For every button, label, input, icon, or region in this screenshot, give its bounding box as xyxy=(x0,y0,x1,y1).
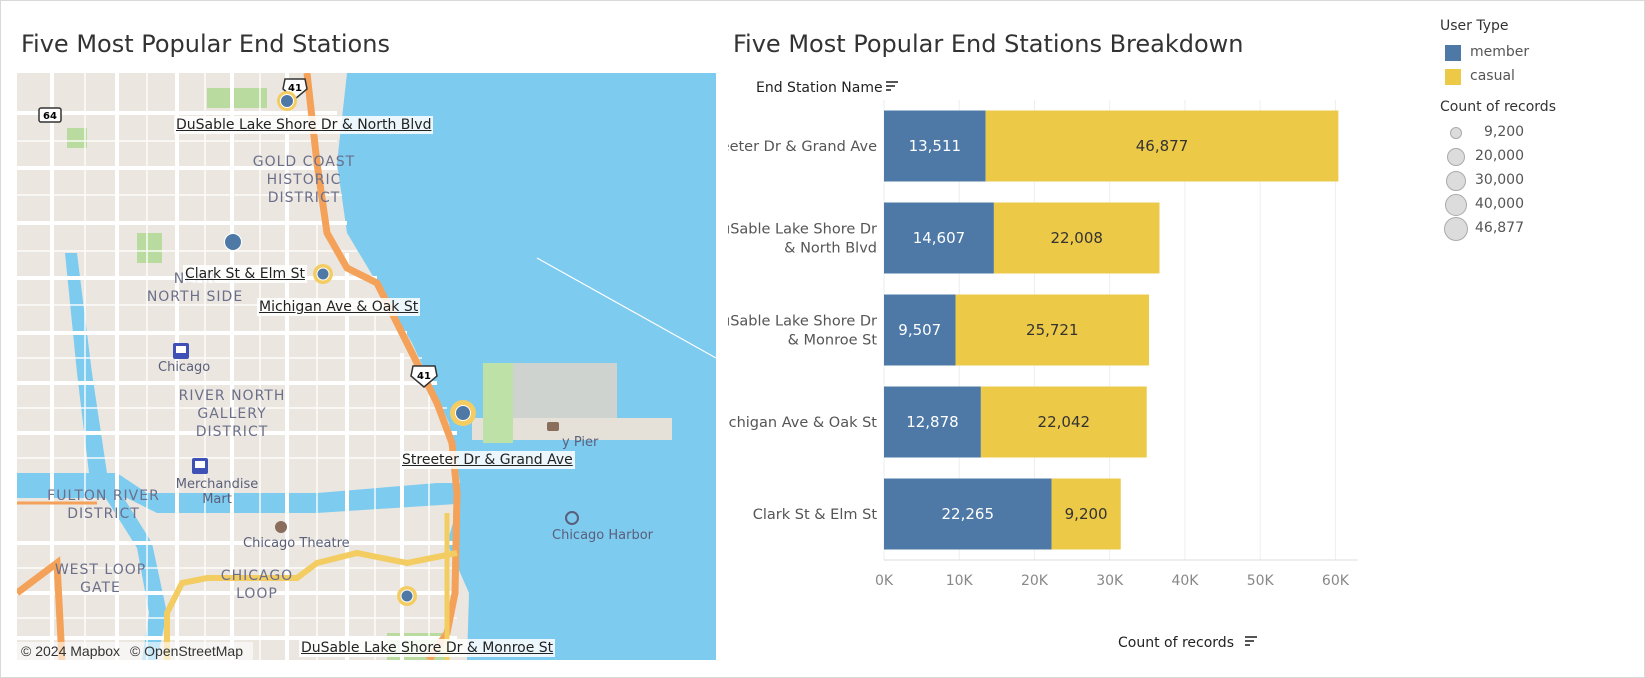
mapbox-attribution[interactable]: © 2024 Mapbox xyxy=(21,643,121,659)
station-map[interactable]: 41 41 64 xyxy=(17,73,716,660)
bar-value-label: 13,511 xyxy=(909,137,962,155)
category-label[interactable]: DuSable Lake Shore Dr& Monroe St xyxy=(728,314,877,349)
sort-icon[interactable] xyxy=(886,81,898,91)
bar-value-label: 25,721 xyxy=(1026,321,1079,339)
bar-value-label: 46,877 xyxy=(1136,137,1189,155)
chart-canvas: 13,511 46,877 Streeter Dr & Grand Ave 14,60… xyxy=(728,80,1358,651)
size-circle-icon xyxy=(1446,171,1466,191)
bar-casual[interactable] xyxy=(955,294,1150,366)
size-circle-icon xyxy=(1445,194,1467,216)
bar-casual[interactable] xyxy=(993,202,1160,274)
station-marker-monroe[interactable] xyxy=(397,586,417,606)
station-label-streeter-grand[interactable]: Streeter Dr & Grand Ave xyxy=(400,451,575,469)
size-circle-icon xyxy=(1444,217,1468,241)
bar-value-label: 12,878 xyxy=(906,413,959,431)
legend-label-casual: casual xyxy=(1470,68,1515,84)
svg-text:64: 64 xyxy=(43,111,57,122)
x-tick-label: 10K xyxy=(946,573,974,589)
camera-icon xyxy=(547,422,559,431)
station-marker-michigan-oak[interactable] xyxy=(313,264,333,284)
district-gold-coast: GOLD COAST HISTORIC DISTRICT xyxy=(252,154,356,206)
bar-member[interactable] xyxy=(884,294,956,366)
station-marker-clark-elm[interactable] xyxy=(224,233,242,251)
x-tick-label: 40K xyxy=(1171,573,1199,589)
bar-member[interactable] xyxy=(884,478,1052,550)
legend-user-type-title: User Type xyxy=(1440,18,1509,34)
train-station-icon xyxy=(192,458,208,474)
legend-size-label: 46,877 xyxy=(1475,220,1524,236)
svg-text:41: 41 xyxy=(288,83,302,94)
poi-merchandise-mart: Merchandise Mart xyxy=(175,477,259,507)
route-64-shield: 64 xyxy=(38,107,62,123)
size-circle-icon xyxy=(1450,127,1462,139)
category-label[interactable]: Clark St & Elm St xyxy=(753,507,878,523)
map-basemap: 41 41 64 xyxy=(17,73,716,660)
legend-label-member: member xyxy=(1470,44,1530,60)
category-label[interactable]: Streeter Dr & Grand Ave xyxy=(728,139,877,155)
category-label[interactable]: Michigan Ave & Oak St xyxy=(728,415,877,431)
poi-chicago-station: Chicago xyxy=(158,360,211,375)
stacked-bar-chart: 13,511 46,877 Streeter Dr & Grand Ave 14,60… xyxy=(728,75,1438,665)
bar-value-label: 22,008 xyxy=(1050,229,1103,247)
bar-value-label: 9,200 xyxy=(1065,505,1108,523)
map-title: Five Most Popular End Stations xyxy=(21,30,390,58)
x-tick-label: 50K xyxy=(1247,573,1275,589)
district-chicago-loop: CHICAGO LOOP xyxy=(220,568,294,602)
bar-member[interactable] xyxy=(884,202,994,274)
x-tick-label: 0K xyxy=(875,573,894,589)
theatre-icon xyxy=(275,521,287,533)
poi-chicago-harbor: Chicago Harbor xyxy=(552,528,654,543)
district-fulton-river: FULTON RIVER DISTRICT xyxy=(47,488,160,522)
legend-size-label: 9,200 xyxy=(1484,124,1525,140)
legend-size-label: 20,000 xyxy=(1475,148,1524,164)
sort-icon[interactable] xyxy=(1245,636,1257,646)
y-axis-title[interactable]: End Station Name xyxy=(756,80,883,96)
poi-navy-pier: y Pier xyxy=(562,435,599,450)
bar-casual[interactable] xyxy=(980,386,1147,458)
station-label-monroe[interactable]: DuSable Lake Shore Dr & Monroe St xyxy=(299,639,556,657)
route-41-shield: 41 xyxy=(410,365,438,388)
casual-swatch xyxy=(1445,69,1461,85)
station-marker-north-blvd[interactable] xyxy=(277,91,297,111)
district-west-loop: WEST LOOP GATE xyxy=(54,562,147,596)
bar-casual[interactable] xyxy=(1051,478,1121,550)
station-label-north-blvd[interactable]: DuSable Lake Shore Dr & North Blvd xyxy=(174,116,434,134)
train-station-icon xyxy=(173,343,189,359)
bar-member[interactable] xyxy=(884,386,981,458)
station-label-clark-elm[interactable]: Clark St & Elm St xyxy=(183,265,307,283)
svg-text:41: 41 xyxy=(417,371,431,382)
x-axis-title[interactable]: Count of records xyxy=(1118,635,1234,651)
chart-title: Five Most Popular End Stations Breakdown xyxy=(733,30,1244,58)
legend-size-label: 40,000 xyxy=(1475,196,1524,212)
station-marker-streeter-grand[interactable] xyxy=(450,400,476,426)
osm-attribution[interactable]: © OpenStreetMap xyxy=(129,643,243,659)
legend-size-label: 30,000 xyxy=(1475,172,1524,188)
x-tick-label: 60K xyxy=(1322,573,1350,589)
poi-chicago-theatre: Chicago Theatre xyxy=(243,536,350,551)
district-river-north: RIVER NORTH GALLERY DISTRICT xyxy=(178,388,286,440)
bar-value-label: 22,042 xyxy=(1038,413,1091,431)
bar-member[interactable] xyxy=(884,110,986,182)
x-tick-label: 30K xyxy=(1096,573,1124,589)
map-attribution[interactable]: © 2024 Mapbox © OpenStreetMap xyxy=(17,642,253,660)
legend-panel: User Type member casual Count of records… xyxy=(1440,18,1640,258)
bar-value-label: 22,265 xyxy=(942,505,995,523)
size-circle-icon xyxy=(1447,148,1465,166)
station-label-michigan-oak[interactable]: Michigan Ave & Oak St xyxy=(257,298,421,316)
member-swatch xyxy=(1445,45,1461,61)
bar-casual[interactable] xyxy=(985,110,1339,182)
category-label[interactable]: DuSable Lake Shore Dr& North Blvd xyxy=(728,222,877,257)
bar-value-label: 14,607 xyxy=(913,229,966,247)
legend-count-title: Count of records xyxy=(1440,99,1556,115)
anchor-icon xyxy=(565,511,579,525)
x-tick-label: 20K xyxy=(1021,573,1049,589)
bar-value-label: 9,507 xyxy=(898,321,941,339)
